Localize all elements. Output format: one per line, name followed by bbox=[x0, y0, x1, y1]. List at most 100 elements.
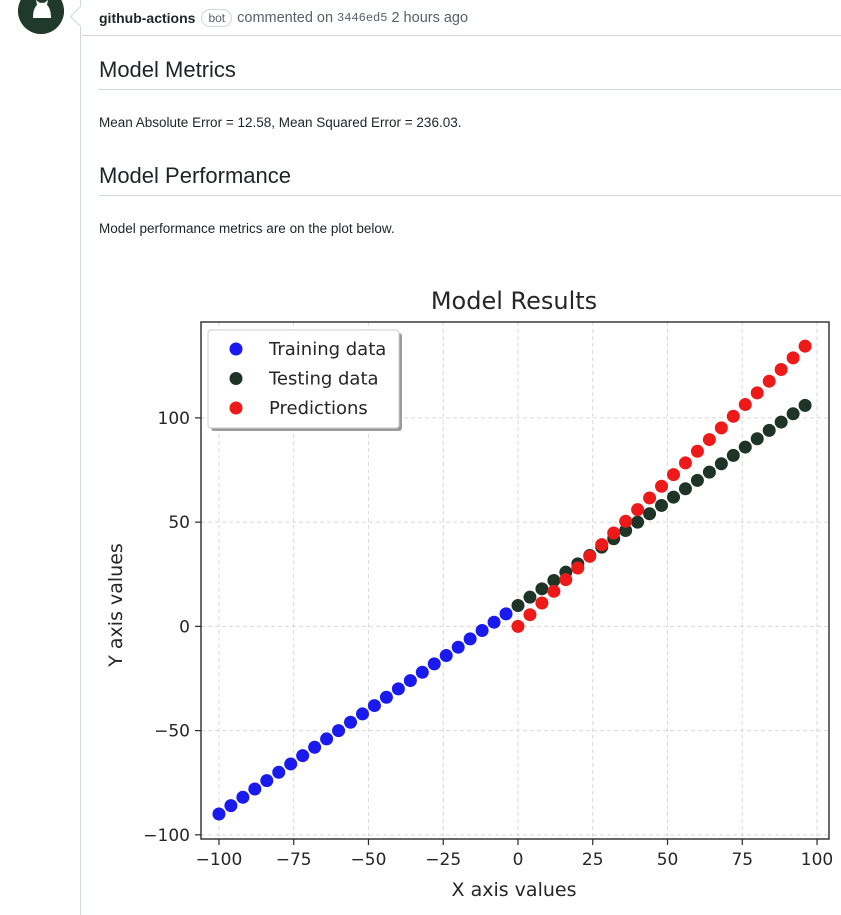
performance-heading: Model Performance bbox=[99, 163, 841, 196]
training-data-point bbox=[344, 715, 358, 729]
training-data-point bbox=[367, 699, 381, 713]
predictions-point bbox=[523, 608, 537, 622]
testing-data-point bbox=[774, 415, 788, 429]
legend-box bbox=[207, 329, 400, 429]
predictions-point bbox=[595, 538, 609, 552]
x-tick-label: 50 bbox=[657, 850, 679, 870]
y-tick-label: 0 bbox=[179, 617, 190, 637]
testing-data-point bbox=[547, 574, 561, 587]
predictions-point bbox=[571, 561, 585, 575]
legend-label: Testing data bbox=[268, 369, 379, 390]
testing-data-point bbox=[631, 515, 645, 529]
predictions-point bbox=[583, 549, 597, 563]
testing-data-point bbox=[678, 482, 692, 496]
training-data-point bbox=[391, 682, 405, 696]
predictions-point bbox=[643, 491, 657, 505]
commit-sha-link[interactable]: 3446ed5 bbox=[337, 10, 388, 25]
predictions-point bbox=[750, 386, 764, 400]
avatar[interactable] bbox=[18, 0, 64, 34]
legend-label: Predictions bbox=[269, 398, 368, 419]
timestamp-link[interactable]: 2 hours ago bbox=[391, 9, 469, 26]
predictions-point bbox=[631, 503, 645, 517]
training-data-point bbox=[236, 790, 250, 804]
performance-text: Model performance metrics are on the plo… bbox=[99, 221, 395, 236]
predictions-point bbox=[547, 584, 561, 598]
predictions-point bbox=[690, 444, 704, 458]
x-tick-label: −50 bbox=[351, 850, 387, 870]
timeline-line bbox=[80, 0, 81, 915]
training-data-point bbox=[212, 807, 226, 821]
training-data-point bbox=[379, 690, 393, 704]
predictions-point bbox=[786, 351, 800, 365]
training-data-point bbox=[296, 749, 310, 763]
bot-badge: bot bbox=[201, 8, 233, 27]
training-data-point bbox=[260, 774, 274, 788]
metrics-text: Mean Absolute Error = 12.58, Mean Square… bbox=[99, 115, 462, 130]
metrics-heading: Model Metrics bbox=[99, 57, 841, 90]
training-data-point bbox=[439, 649, 453, 663]
predictions-point bbox=[762, 374, 776, 388]
x-axis-label: X axis values bbox=[452, 879, 577, 901]
predictions-point bbox=[678, 456, 692, 470]
training-data-point bbox=[284, 757, 298, 771]
github-logo-icon bbox=[18, 0, 64, 34]
author-link[interactable]: github-actions bbox=[99, 9, 196, 26]
testing-data-point bbox=[798, 398, 812, 412]
predictions-point bbox=[798, 339, 812, 353]
action-text: commented on bbox=[237, 9, 334, 26]
training-data-point bbox=[272, 765, 286, 779]
y-tick-label: −50 bbox=[154, 722, 190, 742]
testing-data-point bbox=[523, 590, 537, 604]
training-data-point bbox=[332, 724, 346, 738]
testing-data-point bbox=[619, 523, 633, 537]
predictions-point bbox=[702, 433, 716, 447]
testing-data-point bbox=[690, 473, 704, 487]
predictions-point bbox=[607, 526, 621, 540]
testing-data-point bbox=[738, 440, 752, 454]
training-data-point bbox=[487, 615, 501, 629]
predictions-point bbox=[714, 421, 728, 435]
y-tick-label: 100 bbox=[158, 409, 190, 429]
legend-marker bbox=[229, 372, 243, 385]
model-results-chart: Model Results X axis values Y axis value… bbox=[99, 280, 841, 910]
training-data-point bbox=[320, 732, 334, 746]
x-tick-label: −100 bbox=[196, 850, 243, 870]
y-tick-label: 50 bbox=[168, 513, 190, 533]
testing-data-point bbox=[786, 407, 800, 421]
training-data-point bbox=[224, 799, 238, 813]
legend-marker bbox=[229, 342, 243, 356]
predictions-point bbox=[666, 468, 680, 482]
x-tick-label: −25 bbox=[425, 850, 461, 870]
training-data-point bbox=[499, 607, 513, 621]
chart-svg: Model Results X axis values Y axis value… bbox=[105, 287, 833, 901]
training-data-point bbox=[463, 632, 477, 646]
testing-data-point bbox=[726, 448, 740, 462]
predictions-point bbox=[511, 619, 525, 633]
testing-data-point bbox=[750, 432, 764, 446]
plot-frame bbox=[200, 321, 830, 840]
legend-label: Training data bbox=[268, 339, 386, 360]
comment-header: github-actions bot commented on 3446ed5 … bbox=[82, 0, 841, 36]
testing-data-point bbox=[643, 507, 657, 521]
training-data-point bbox=[355, 707, 369, 721]
testing-data-point bbox=[762, 423, 776, 437]
predictions-point bbox=[738, 398, 752, 412]
testing-data-point bbox=[655, 498, 669, 512]
predictions-point bbox=[559, 573, 573, 587]
testing-data-point bbox=[702, 465, 716, 479]
chart-title: Model Results bbox=[431, 287, 597, 315]
testing-data-point bbox=[511, 599, 525, 613]
predictions-point bbox=[774, 363, 788, 377]
legend-marker bbox=[229, 401, 243, 415]
training-data-point bbox=[308, 740, 322, 754]
x-tick-label: 0 bbox=[513, 850, 524, 870]
x-tick-label: 100 bbox=[801, 850, 833, 870]
x-tick-label: 25 bbox=[582, 850, 604, 870]
training-data-point bbox=[415, 665, 429, 679]
training-data-point bbox=[451, 640, 465, 654]
training-data-point bbox=[427, 657, 441, 671]
predictions-point bbox=[726, 409, 740, 423]
training-data-point bbox=[248, 782, 262, 796]
testing-data-point bbox=[666, 490, 680, 504]
predictions-point bbox=[535, 596, 549, 610]
